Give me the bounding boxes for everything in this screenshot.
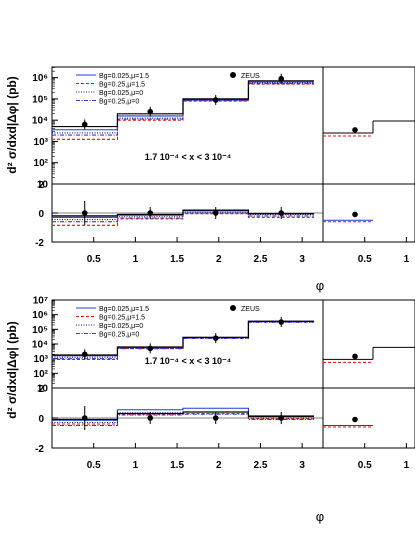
legend-label: Bg=0.25,μ=1.5 [99, 315, 145, 322]
neighbour-data-point [352, 353, 358, 360]
legend-label: Bg=0.025,μ=0 [99, 90, 143, 97]
legend-label: Bg=0.25,μ=1.5 [99, 82, 145, 89]
legend-label: Bg=0.025,μ=0 [99, 323, 143, 330]
x-tick-label: 1 [133, 460, 139, 471]
data-point [147, 108, 154, 115]
x-tick-label: 0.5 [87, 254, 101, 265]
ratio-data-point [147, 210, 154, 216]
ratio-data-point [147, 415, 154, 421]
ratio-data-point [278, 210, 285, 216]
ratio-series-line-4 [52, 413, 314, 427]
x-tick-label: 1 [404, 254, 410, 265]
x-tick-label: 0.5 [358, 460, 372, 471]
ratio-reference-line [52, 411, 314, 421]
data-point [147, 345, 154, 352]
data-point [81, 121, 88, 128]
y-tick-label: 10⁶ [32, 310, 48, 321]
x-axis-label: φ [316, 509, 324, 524]
ratio-y-tick-label: 0 [38, 209, 44, 220]
neighbour-ratio-point [352, 416, 358, 423]
y-tick-label: 10 [37, 180, 49, 191]
legend-data-marker [230, 305, 236, 311]
data-point [81, 351, 88, 358]
main-plot-frame [51, 299, 415, 389]
x-tick-label: 1.5 [170, 254, 184, 265]
legend-label: Bg=0.025,μ=1.5 [99, 73, 149, 80]
y-tick-label: 10 [37, 384, 49, 395]
ratio-y-tick-label: -2 [35, 238, 44, 249]
ratio-data-point [81, 415, 88, 421]
chart-panel-2: 10 10² 10³ 10⁴ 10⁵ 10⁶ 10⁷ -2 0 2 0.5 1 1.5 2 2.5 3 0.5 1… [5, 296, 415, 524]
region-annotation: 1.7 10⁻⁴ < x < 3 10⁻⁴ [145, 356, 231, 366]
x-tick-label: 1 [133, 254, 139, 265]
y-tick-label: 10⁴ [32, 340, 48, 351]
neighbour-ratio-point [352, 211, 358, 218]
ratio-series-line-2 [52, 412, 314, 425]
y-tick-label: 10⁷ [33, 296, 48, 307]
x-tick-label: 3 [299, 254, 305, 265]
legend-label: Bg=0.25,μ=0 [99, 99, 139, 106]
legend-label: Bg=0.25,μ=0 [99, 332, 139, 339]
legend-data-label: ZEUS [241, 306, 260, 313]
ratio-y-tick-label: 2 [38, 180, 44, 191]
ratio-data-point [81, 210, 88, 216]
x-tick-label: 2 [216, 254, 222, 265]
ratio-reference-line [52, 209, 314, 217]
y-tick-label: 10⁵ [32, 94, 48, 105]
x-axis-label: φ [316, 278, 324, 293]
x-tick-label: 2 [216, 460, 222, 471]
data-point [278, 319, 285, 325]
data-point [212, 335, 219, 341]
x-tick-label: 1.5 [170, 460, 184, 471]
y-tick-label: 10² [34, 369, 49, 380]
region-annotation: 1.7 10⁻⁴ < x < 3 10⁻⁴ [145, 152, 231, 162]
neighbour-data-point [352, 127, 358, 133]
x-tick-label: 0.5 [87, 460, 101, 471]
chart-panel-1: 10 10² 10³ 10⁴ 10⁵ 10⁶ -2 0 2 0.5 1 1.5 2 2.5 3 0.5 1 φ d²… [5, 66, 415, 293]
y-tick-label: 10³ [34, 354, 49, 365]
ratio-data-point [278, 415, 285, 421]
x-tick-label: 2.5 [254, 254, 268, 265]
y-axis-label: d² σ/dxd|Δφ| (pb) [5, 321, 19, 418]
y-tick-label: 10⁶ [32, 73, 48, 84]
ratio-y-tick-label: 2 [38, 384, 44, 395]
ratio-y-tick-label: -2 [35, 444, 44, 455]
x-tick-label: 2.5 [254, 460, 268, 471]
x-tick-label: 3 [299, 460, 305, 471]
data-point [278, 75, 285, 82]
y-axis-label: d² σ/dxd|Δφ| (pb) [5, 76, 19, 173]
ratio-data-point [212, 210, 219, 216]
x-tick-label: 0.5 [358, 254, 372, 265]
ratio-data-point [212, 415, 219, 421]
legend-data-label: ZEUS [241, 73, 260, 80]
reference-line [52, 80, 314, 128]
y-tick-label: 10² [34, 158, 49, 169]
reference-line [52, 320, 314, 356]
y-tick-label: 10³ [34, 137, 49, 148]
data-point [212, 97, 219, 103]
legend-data-marker [230, 72, 236, 78]
ratio-y-tick-label: 0 [38, 414, 44, 425]
ratio-series-line-4 [52, 212, 314, 223]
y-tick-label: 10⁵ [32, 325, 48, 336]
x-tick-label: 1 [404, 460, 410, 471]
y-tick-label: 10⁴ [32, 116, 48, 127]
legend-label: Bg=0.025,μ=1.5 [99, 306, 149, 313]
